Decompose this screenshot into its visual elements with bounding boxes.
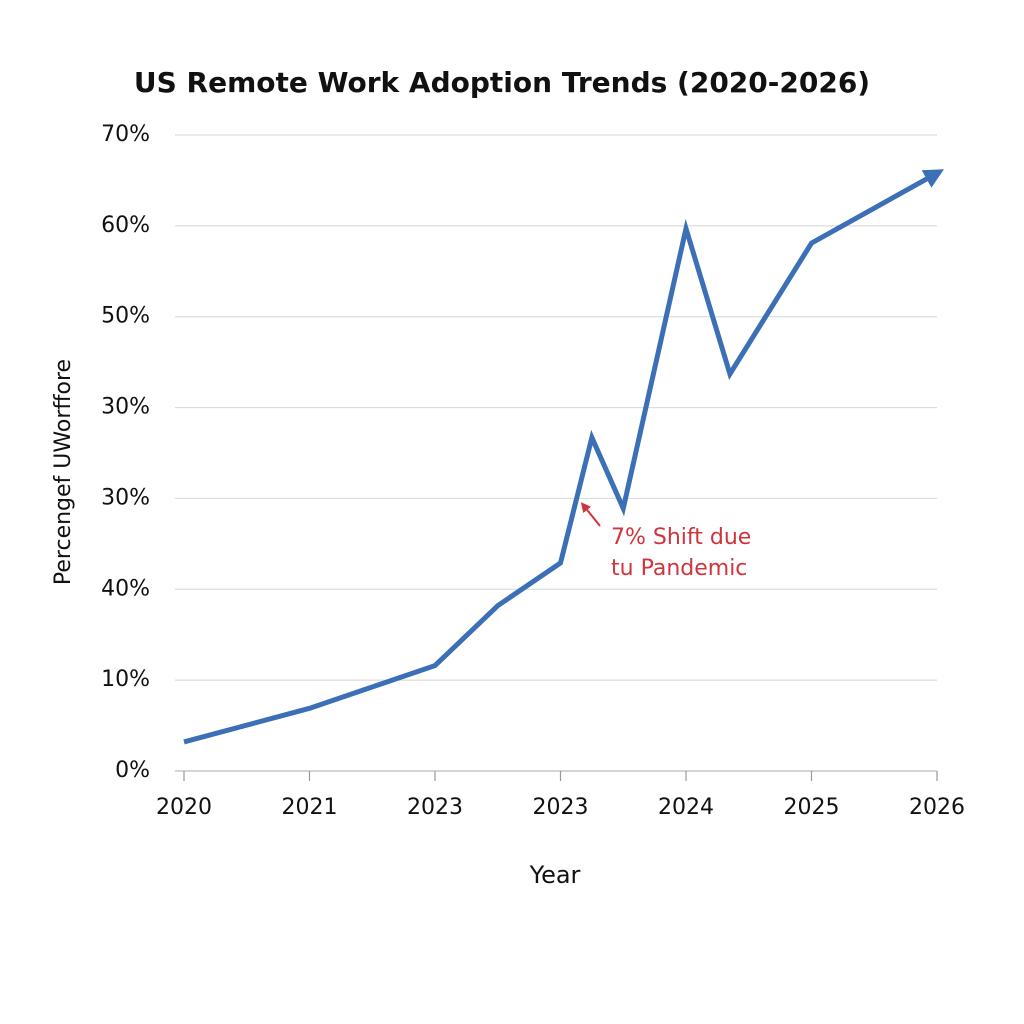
x-tick-label: 2026 (909, 795, 965, 820)
data-line (183, 169, 944, 745)
y-tick-label: 50% (101, 304, 150, 329)
annotation: tu Pandemic (611, 556, 747, 581)
y-tick-label: 30% (101, 485, 150, 510)
y-tick-label: 40% (101, 576, 150, 601)
y-axis-label: Percengef UWorffore (51, 359, 76, 585)
y-tick-label: 10% (101, 667, 150, 692)
x-tick-label: 2023 (407, 795, 463, 820)
x-tick-label: 2021 (282, 795, 338, 820)
y-tick-label: 0% (115, 758, 150, 783)
x-tick-label: 2020 (156, 795, 212, 820)
y-tick-label: 70% (101, 122, 150, 147)
x-tick-label: 2024 (658, 795, 714, 820)
y-tick-label: 30% (101, 395, 150, 420)
x-tick-label: 2023 (533, 795, 589, 820)
annotation: 7% Shift due (611, 525, 751, 550)
x-tick-label: 2025 (784, 795, 840, 820)
x-axis-label: Year (529, 861, 581, 889)
annotation-arrow (580, 502, 601, 527)
y-tick-label: 60% (101, 213, 150, 238)
chart-title: US Remote Work Adoption Trends (2020-202… (134, 66, 870, 99)
